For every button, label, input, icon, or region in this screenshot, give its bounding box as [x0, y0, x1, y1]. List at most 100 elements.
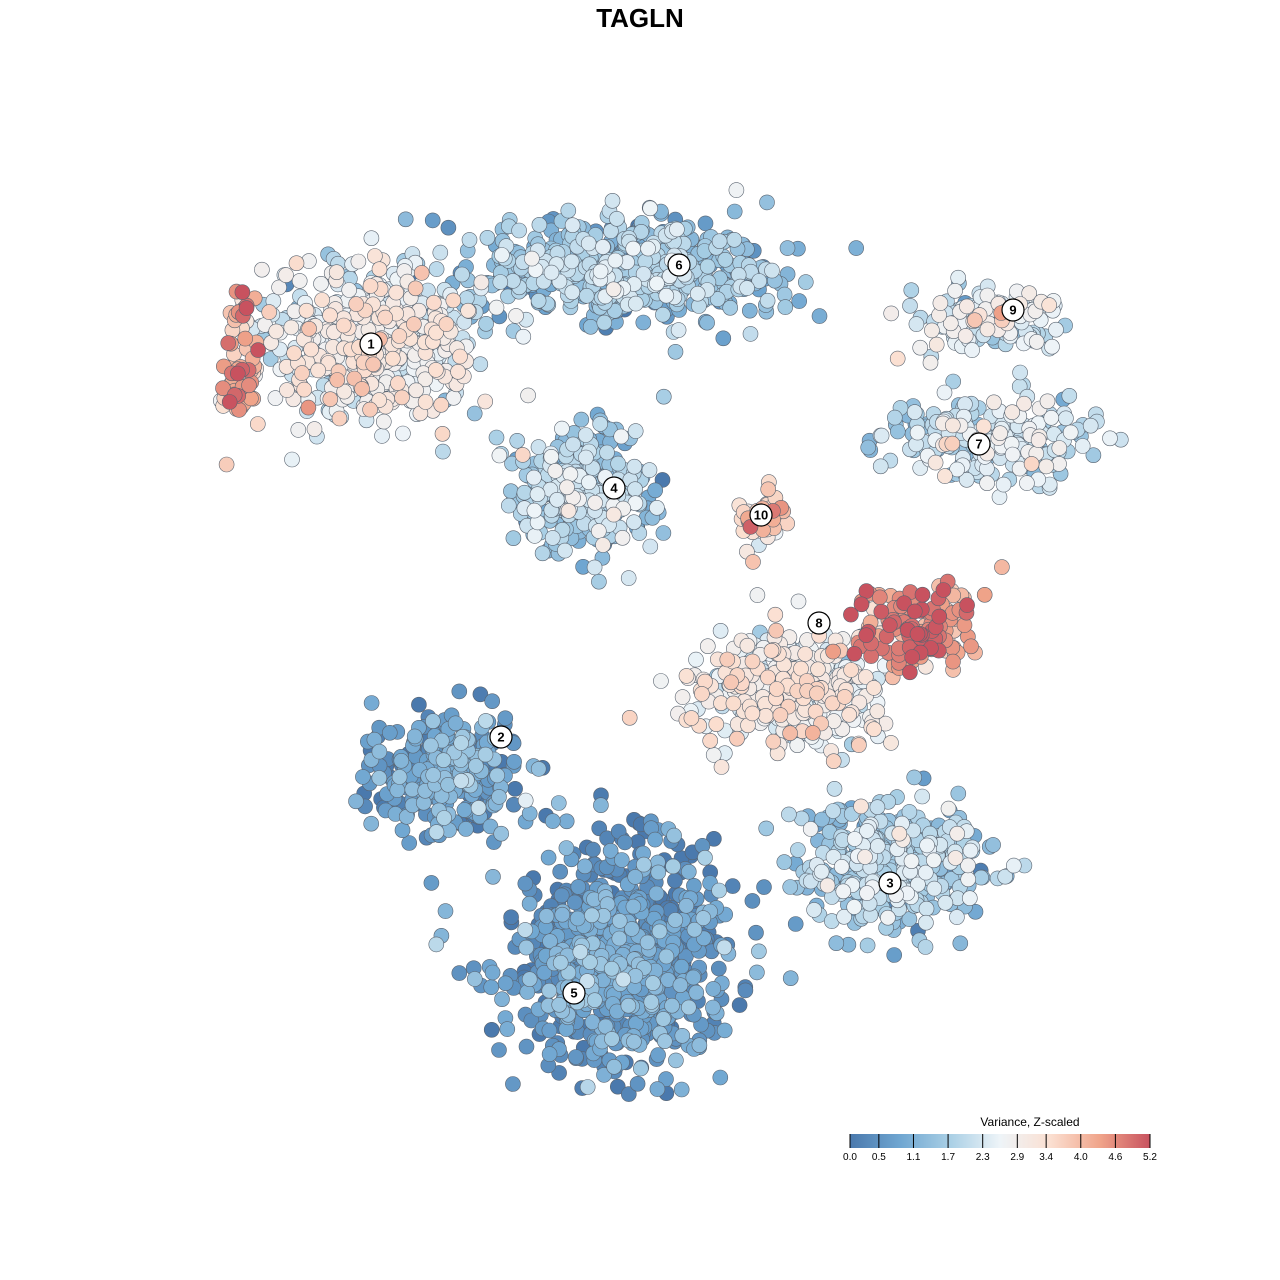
cell-point: [797, 274, 814, 290]
cell-point: [711, 882, 727, 899]
cell-point: [1038, 458, 1055, 475]
cell-point: [723, 674, 739, 691]
cell-point: [238, 300, 255, 316]
cell-point: [656, 1033, 673, 1049]
cell-point: [790, 842, 806, 858]
cluster-label-text: 9: [1009, 303, 1016, 318]
cell-point: [595, 537, 611, 553]
cell-point: [686, 921, 703, 938]
cell-point: [853, 798, 869, 815]
cell-point: [478, 315, 494, 332]
cell-point: [568, 1049, 584, 1065]
cell-point: [436, 810, 452, 826]
cell-point: [354, 381, 370, 397]
cell-point: [886, 409, 903, 426]
cell-point: [558, 813, 575, 830]
cell-point: [472, 686, 489, 703]
cell-point: [488, 299, 505, 316]
cell-point: [901, 804, 918, 820]
cell-point: [530, 761, 547, 777]
cell-point: [725, 695, 742, 712]
cell-point: [957, 328, 974, 344]
cell-point: [922, 354, 939, 371]
cell-point: [1043, 409, 1060, 426]
cell-point: [697, 215, 714, 232]
cell-point: [237, 330, 253, 347]
cell-point: [909, 424, 926, 441]
cell-point: [348, 793, 364, 810]
cell-point: [526, 502, 543, 519]
cell-point: [451, 683, 468, 700]
cell-point: [508, 308, 524, 324]
cell-point: [558, 840, 575, 856]
cell-point: [739, 280, 755, 296]
cell-point: [451, 965, 468, 981]
cell-point: [917, 939, 934, 955]
cell-point: [872, 458, 889, 475]
cell-point: [685, 969, 702, 986]
cell-point: [381, 724, 398, 741]
cell-point: [712, 1069, 729, 1086]
cell-point: [1048, 321, 1064, 338]
cluster-label-5: 5: [562, 981, 586, 1005]
cell-point: [483, 979, 500, 996]
cell-point: [940, 800, 957, 817]
cluster-label-1: 1: [359, 332, 383, 356]
cell-point: [767, 606, 784, 623]
cell-point: [979, 321, 996, 338]
cell-point: [500, 497, 517, 514]
cell-point: [835, 883, 852, 900]
cell-point: [355, 769, 371, 785]
cell-point: [751, 273, 768, 289]
cell-point: [763, 642, 780, 659]
cell-point: [625, 898, 642, 915]
colorbar-legend: Variance, Z-scaled 0.0 0.5 1.1 1.7 2.3 2.9 3.4…: [843, 1115, 1157, 1163]
cell-point: [695, 910, 712, 926]
cell-point: [857, 849, 873, 865]
cell-point: [655, 1011, 672, 1027]
cell-point: [526, 469, 542, 486]
cell-point: [674, 689, 691, 705]
cell-point: [706, 830, 722, 847]
cell-point: [748, 924, 764, 941]
cell-point: [391, 328, 408, 344]
cell-point: [234, 284, 251, 301]
cell-point: [1019, 475, 1035, 491]
cell-point: [220, 335, 236, 351]
cell-point: [573, 411, 590, 428]
cell-point: [710, 960, 727, 977]
cell-point: [925, 852, 942, 869]
cell-point: [602, 842, 619, 859]
cell-point: [507, 780, 523, 797]
cell-point: [614, 529, 631, 546]
cell-point: [230, 365, 246, 382]
cell-point: [591, 573, 607, 590]
cell-point: [350, 253, 367, 270]
cell-point: [1030, 432, 1047, 448]
cell-point: [709, 291, 726, 307]
cell-point: [425, 294, 442, 311]
cell-point: [391, 769, 408, 785]
cell-point: [1039, 393, 1056, 410]
cluster-label-text: 7: [975, 437, 982, 452]
cell-point: [363, 695, 380, 711]
cell-point: [724, 878, 741, 894]
cell-point: [643, 994, 660, 1010]
cell-point: [936, 384, 953, 401]
colorbar-tick-label: 0.5: [872, 1152, 886, 1163]
cell-point: [655, 525, 672, 541]
cell-point: [924, 322, 940, 339]
cell-point: [363, 230, 380, 246]
cell-point: [587, 494, 603, 511]
cell-point: [937, 894, 954, 911]
cell-point: [301, 320, 317, 337]
cell-point: [521, 805, 538, 822]
cell-point: [647, 482, 664, 499]
cell-point: [559, 479, 575, 496]
cell-point: [470, 800, 487, 816]
cluster-label-4: 4: [602, 476, 626, 500]
cell-point: [543, 264, 560, 281]
cell-point: [389, 782, 406, 798]
cell-point: [249, 416, 266, 432]
cell-point: [564, 284, 581, 301]
